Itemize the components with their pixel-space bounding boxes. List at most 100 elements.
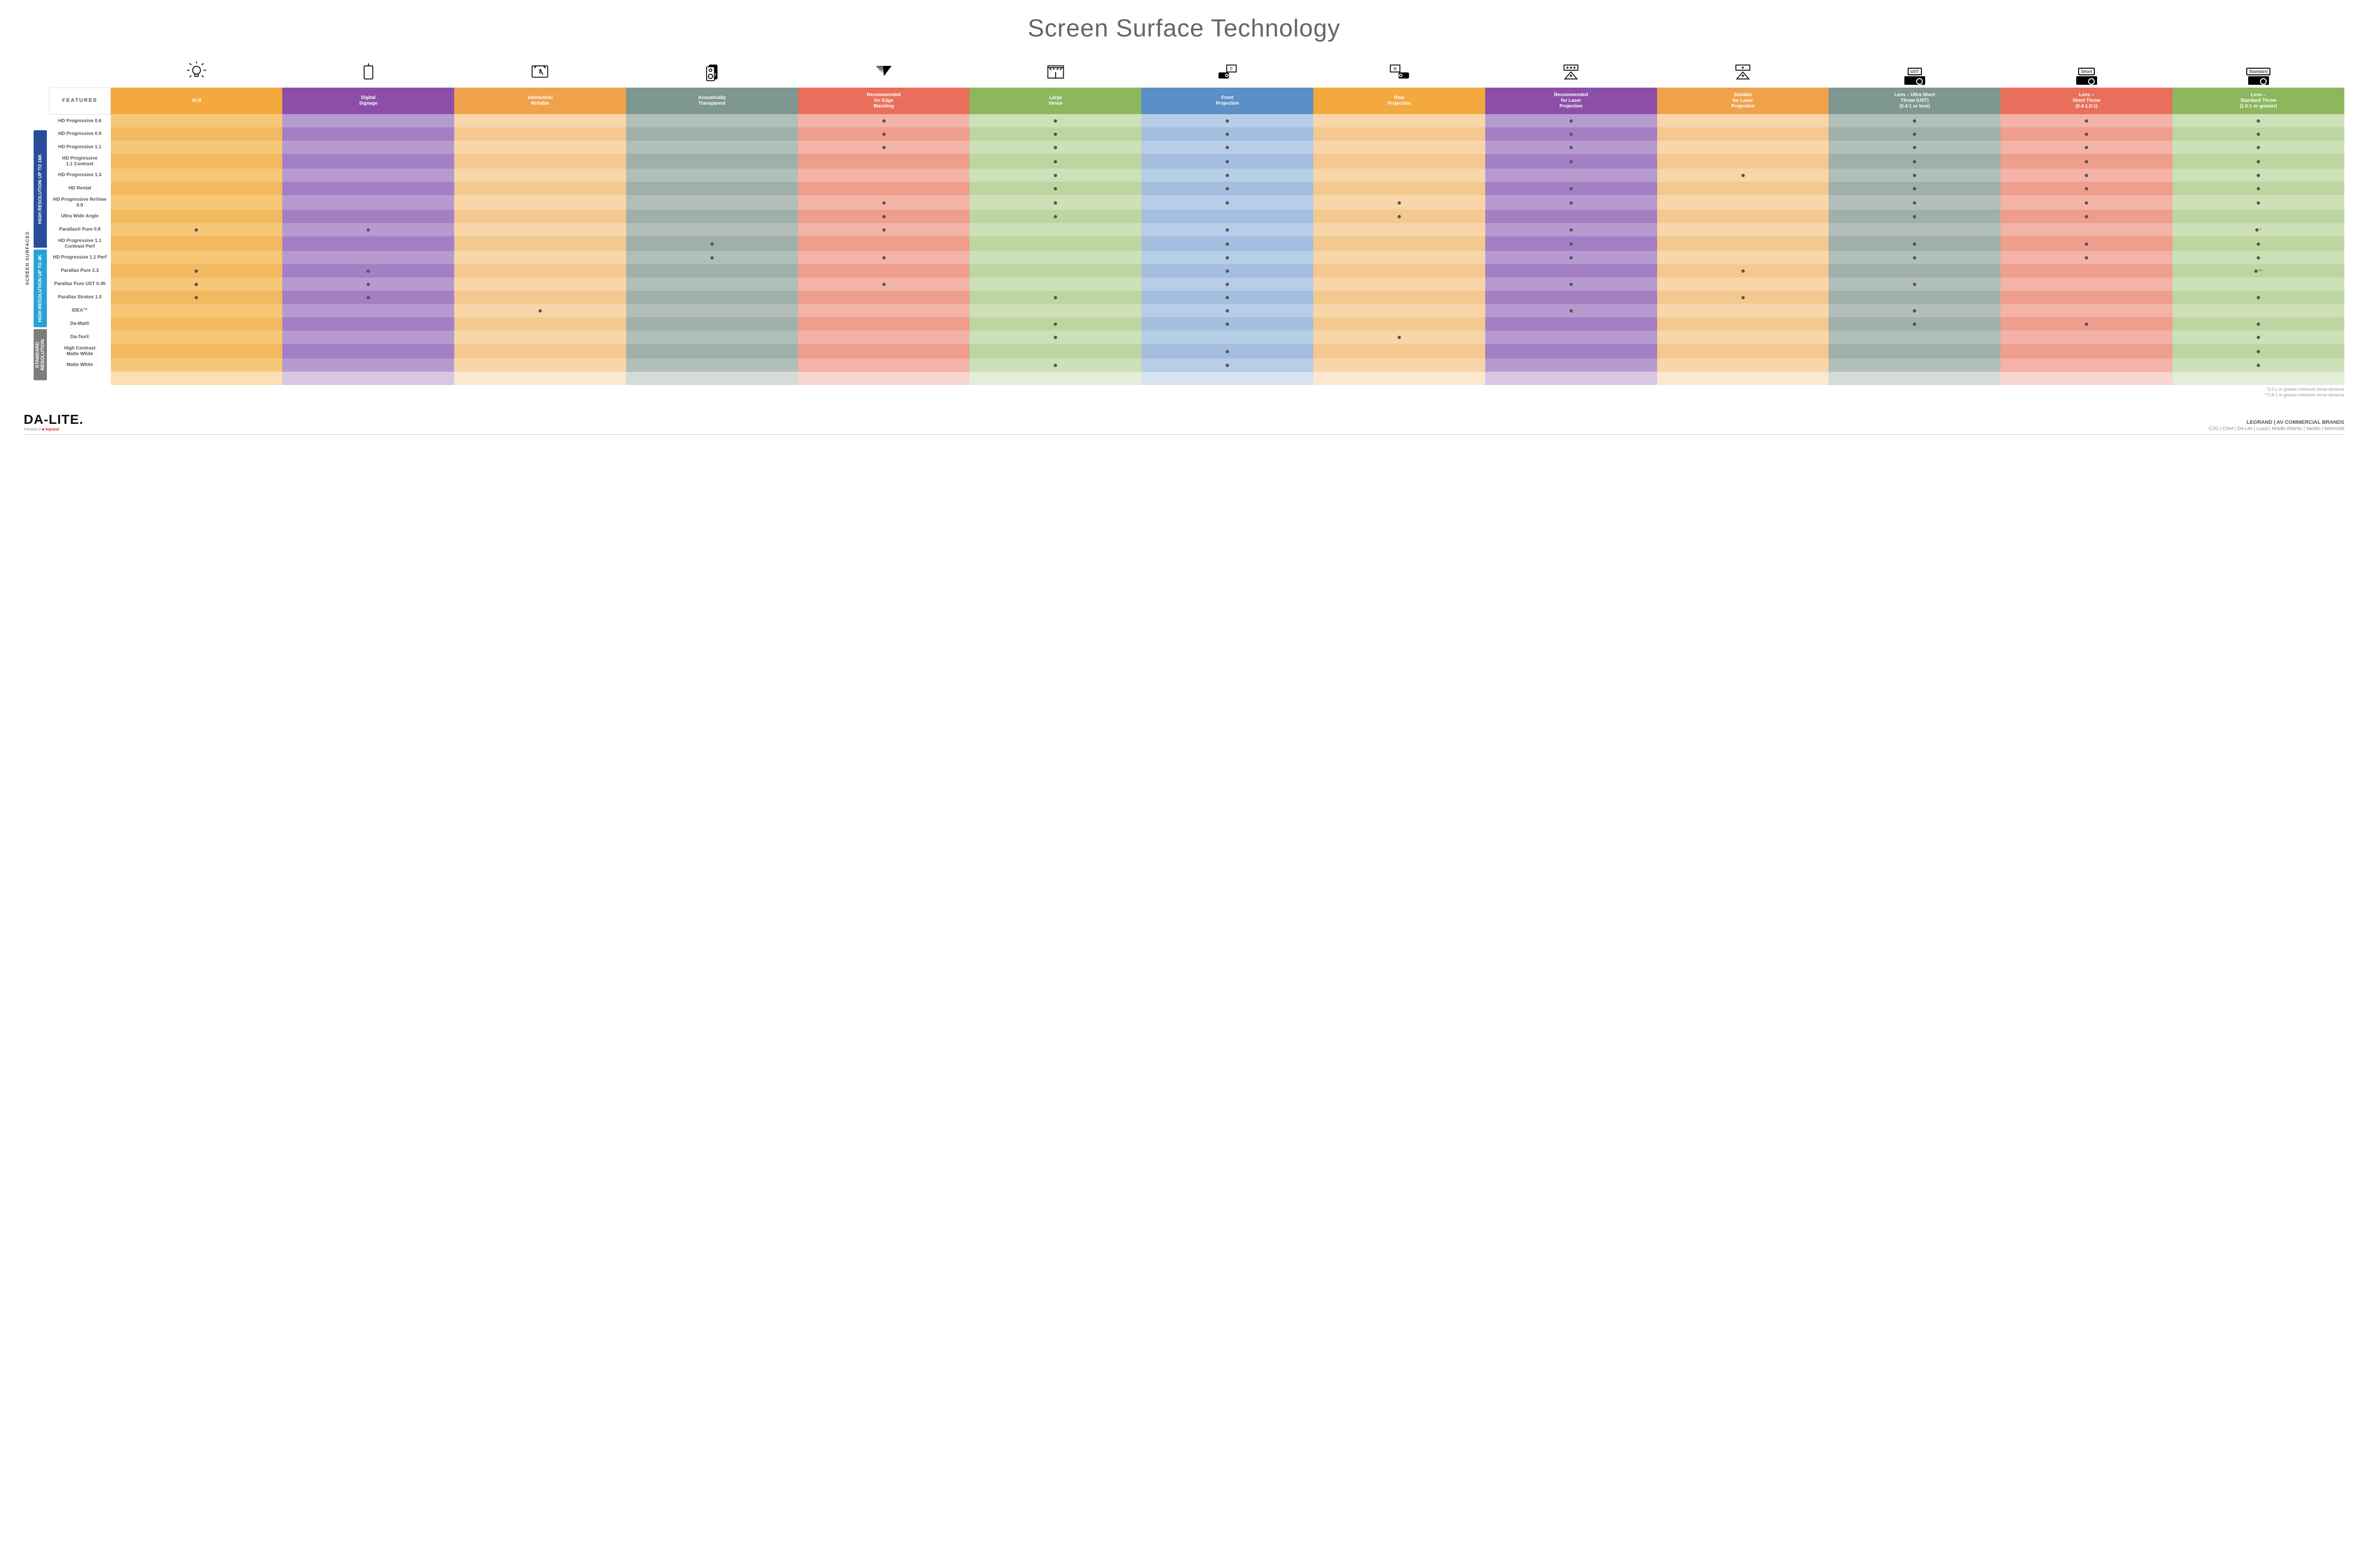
cell-large <box>969 141 1141 154</box>
footer-brands: C2G | Chief | Da-Lite | Luxul | Middle A… <box>2209 426 2344 431</box>
cell-reclaser <box>1485 182 1657 195</box>
cell-writable <box>454 210 626 223</box>
cell-edge <box>798 264 970 278</box>
cell-std: * <box>2172 223 2344 236</box>
cell-signage <box>282 291 454 304</box>
cell-reclaser <box>1485 223 1657 236</box>
cell-suitlaser <box>1657 169 1829 182</box>
table-row: HD Progressive 1.3 <box>49 169 2345 182</box>
cell-acoustic <box>626 210 798 223</box>
cell-writable <box>454 236 626 251</box>
cell-std <box>2172 291 2344 304</box>
cell-rear <box>1313 264 1485 278</box>
cell-front <box>1141 223 1313 236</box>
row-label: Parallax Pure 2.3 <box>49 264 111 278</box>
cell-acoustic <box>626 114 798 127</box>
cell-large <box>969 251 1141 264</box>
cell-large <box>969 223 1141 236</box>
cell-suitlaser <box>1657 182 1829 195</box>
cell-reclaser <box>1485 141 1657 154</box>
cell-suitlaser <box>1657 291 1829 304</box>
col-header-edge: Recommendedfor EdgeBlending <box>798 88 970 114</box>
cell-std <box>2172 127 2344 141</box>
short-icon: Short <box>2000 54 2172 88</box>
features-header: FEATURES <box>49 88 111 114</box>
row-label: HD Progressive 1.1 <box>49 141 111 154</box>
cell-short <box>2000 264 2172 278</box>
cell-reclaser <box>1485 236 1657 251</box>
cell-large <box>969 127 1141 141</box>
cell-rear <box>1313 331 1485 344</box>
cell-writable <box>454 182 626 195</box>
cell-front <box>1141 264 1313 278</box>
cell-short <box>2000 251 2172 264</box>
cell-ust <box>1829 264 2000 278</box>
cell-rear <box>1313 344 1485 358</box>
table-row: IDEA™ <box>49 304 2345 317</box>
svg-text:✦: ✦ <box>1569 73 1573 79</box>
table-row: HD Progressive 1.1 Perf <box>49 251 2345 264</box>
cell-signage <box>282 141 454 154</box>
row-label: Ultra Wide Angle <box>49 210 111 223</box>
footnotes: *1.5:1 or greater minimum throw distance… <box>49 385 2345 398</box>
cell-short <box>2000 182 2172 195</box>
cell-short <box>2000 278 2172 291</box>
cell-reclaser <box>1485 291 1657 304</box>
cell-edge <box>798 331 970 344</box>
cell-alr <box>111 223 283 236</box>
cell-rear <box>1313 223 1485 236</box>
cell-alr <box>111 182 283 195</box>
col-header-signage: DigitalSignage <box>282 88 454 114</box>
cell-ust <box>1829 317 2000 331</box>
cell-std <box>2172 304 2344 317</box>
group-label-gstd: STANDARD RESOLUTION <box>34 329 47 380</box>
cell-rear <box>1313 278 1485 291</box>
cell-ust <box>1829 127 2000 141</box>
row-label: Matte White <box>49 358 111 372</box>
cell-edge <box>798 236 970 251</box>
col-header-large: LargeVenue <box>969 88 1141 114</box>
cell-reclaser <box>1485 154 1657 169</box>
col-header-acoustic: AcousticallyTransparent <box>626 88 798 114</box>
cell-front <box>1141 278 1313 291</box>
cell-signage <box>282 278 454 291</box>
cell-reclaser <box>1485 169 1657 182</box>
writable-icon <box>454 54 626 88</box>
cell-signage <box>282 154 454 169</box>
cell-acoustic <box>626 317 798 331</box>
cell-reclaser <box>1485 251 1657 264</box>
cell-rear <box>1313 358 1485 372</box>
cell-acoustic <box>626 236 798 251</box>
cell-front <box>1141 331 1313 344</box>
table-row: HD Progressive 0.9 <box>49 127 2345 141</box>
reclaser-icon: ★★★ ✦ <box>1485 54 1657 88</box>
cell-rear <box>1313 141 1485 154</box>
cell-acoustic <box>626 223 798 236</box>
side-label-screen-surfaces: SCREEN SURFACES <box>24 130 32 386</box>
col-header-alr: ALR <box>111 88 283 114</box>
cell-ust <box>1829 358 2000 372</box>
cell-reclaser <box>1485 344 1657 358</box>
cell-std <box>2172 141 2344 154</box>
cell-reclaser <box>1485 358 1657 372</box>
cell-ust <box>1829 154 2000 169</box>
cell-alr <box>111 331 283 344</box>
cell-writable <box>454 195 626 210</box>
cell-ust <box>1829 169 2000 182</box>
cell-suitlaser <box>1657 236 1829 251</box>
cell-large <box>969 304 1141 317</box>
cell-large <box>969 236 1141 251</box>
cell-reclaser <box>1485 304 1657 317</box>
cell-front <box>1141 304 1313 317</box>
svg-text:★★★: ★★★ <box>1566 66 1576 70</box>
cell-edge <box>798 223 970 236</box>
table-row: Parallax Pure UST 0.45 <box>49 278 2345 291</box>
brand-logo: DA-LITE. A brand of ■ legrand <box>24 412 83 431</box>
alr-icon <box>111 54 283 88</box>
cell-rear <box>1313 210 1485 223</box>
cell-large <box>969 264 1141 278</box>
cell-edge <box>798 154 970 169</box>
cell-front <box>1141 154 1313 169</box>
table-row: High ContrastMatte White <box>49 344 2345 358</box>
cell-alr <box>111 141 283 154</box>
